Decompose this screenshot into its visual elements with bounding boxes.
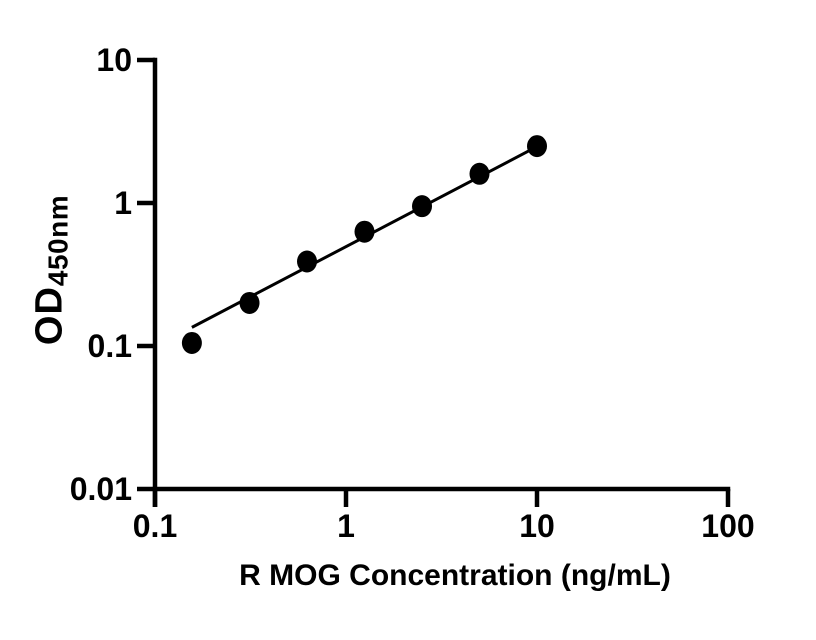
data-point [297, 250, 318, 273]
y-tick-label: 0.1 [88, 328, 132, 364]
y-axis-title-subscript: 450nm [42, 194, 74, 287]
data-point [527, 135, 547, 158]
x-tick-label: 100 [701, 508, 754, 544]
x-tick-label: 1 [337, 508, 355, 544]
x-axis-title: R MOG Concentration (ng/mL) [239, 559, 671, 592]
x-tick-label: 0.1 [133, 508, 177, 544]
x-tick-label: 10 [519, 508, 555, 544]
data-point [412, 195, 433, 218]
data-point [469, 162, 490, 185]
y-axis-title: OD 450nm [28, 194, 74, 346]
y-tick-label: 1 [114, 185, 132, 221]
y-tick-label: 0.01 [70, 471, 132, 507]
data-point [239, 291, 260, 314]
data-point [354, 220, 375, 243]
y-tick-label: 10 [96, 42, 132, 78]
data-point [181, 331, 202, 354]
y-axis-title-main: OD [28, 286, 71, 346]
